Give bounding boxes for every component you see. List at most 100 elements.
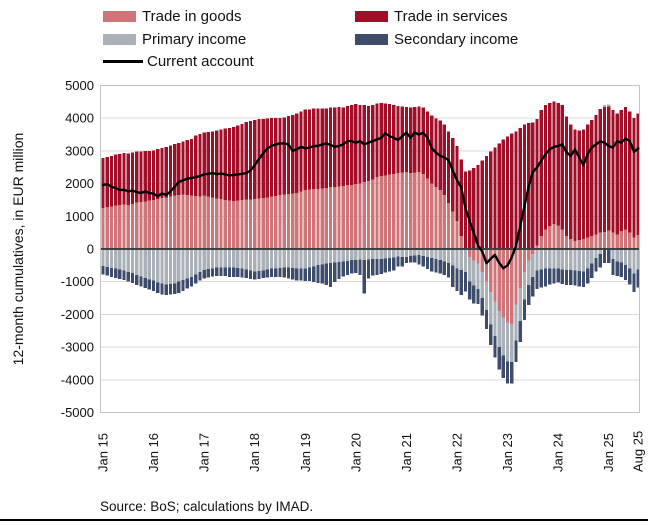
bar-segment [598,232,602,249]
bar-segment [569,239,573,249]
bar-segment [560,249,564,270]
bar-segment [354,104,358,184]
bar-segment [156,249,160,283]
bar-segment [371,249,375,260]
bar-segment [151,280,156,291]
bar-segment [295,268,299,281]
bar-segment [628,249,632,269]
bar-segment [619,262,623,278]
bar-segment [177,281,181,293]
bar-segment [472,260,476,286]
bar-segment [261,118,265,198]
bar-segment [564,116,569,236]
bar-segment [387,249,392,259]
bar-segment [316,265,320,283]
bar-segment [543,249,548,269]
bar-segment [290,267,295,280]
bar-segment [581,239,586,249]
bar-segment [387,258,392,272]
bar-segment [518,320,522,342]
bar-segment [341,185,345,249]
bar-segment [451,137,455,212]
bar-segment [543,105,548,230]
legend-label: Trade in goods [142,7,242,25]
bar-segment [510,133,514,249]
bar-segment [556,225,560,249]
bar-segment [109,267,114,277]
bar-segment [312,108,316,189]
bar-segment [501,139,505,249]
bar-segment [282,194,286,249]
bar-segment [333,249,337,263]
bar-segment [505,322,510,362]
bar-segment [143,249,147,279]
bar-segment [535,249,539,271]
x-axis-tick-label: Jan 21 [399,433,414,472]
bar-segment [451,265,455,287]
x-axis-tick-label: Jan 20 [348,433,363,472]
bar-segment [231,249,236,268]
bar-segment [118,154,122,206]
bar-segment [337,249,341,262]
bar-segment [274,196,278,249]
bar-segment [248,120,253,200]
bar-segment [244,269,248,279]
bar-segment [459,249,463,270]
bar-segment [227,267,232,277]
bar-segment [366,259,371,279]
bar-segment [253,249,257,272]
bar-segment [143,278,147,289]
bar-segment [269,268,274,278]
bar-segment [438,259,442,274]
bar-segment [278,118,282,196]
bar-segment [109,249,114,268]
bar-segment [320,188,324,249]
bar-segment [202,269,206,279]
bar-segment [430,249,434,259]
bar-segment [556,249,560,269]
bar-segment [493,335,497,358]
bar-segment [413,172,417,249]
bar-segment [480,249,484,272]
bar-segment [307,189,312,249]
bar-segment [472,167,476,249]
bar-segment [210,197,215,249]
bar-segment [615,261,619,277]
bar-segment [514,340,518,362]
bar-segment [130,273,135,284]
bar-segment [126,249,130,272]
bar-segment [126,271,130,282]
bar-segment [371,179,375,249]
bar-segment [619,249,623,263]
bar-segment [290,249,295,268]
bar-segment [215,267,219,276]
bar-segment [147,150,152,201]
bar-segment [349,260,354,274]
bar-segment [244,122,248,200]
y-axis-tick-label: -2000 [61,307,94,322]
bar-segment [358,104,362,184]
bar-segment [581,129,586,240]
bar-segment [497,143,501,249]
bar-segment [564,249,569,270]
bar-segment [160,147,164,198]
bar-segment [223,249,227,268]
bar-segment [392,249,396,258]
bar-segment [181,249,185,281]
bar-segment [489,324,493,346]
bar-segment [206,268,210,278]
bar-segment [526,249,531,261]
bar-segment [160,197,164,249]
bar-segment [215,198,219,249]
bar-segment [143,151,147,202]
x-axis-tick-label: Jan 18 [247,433,262,472]
bar-segment [215,130,219,199]
x-axis-tick-label: Jan 15 [96,433,111,472]
bar-segment [324,108,328,188]
bar-segment [164,146,168,198]
bar-segment [560,269,564,284]
bar-segment [316,249,320,266]
bar-segment [623,106,628,230]
bar-segment [552,101,556,225]
legend-label: Secondary income [394,30,519,48]
